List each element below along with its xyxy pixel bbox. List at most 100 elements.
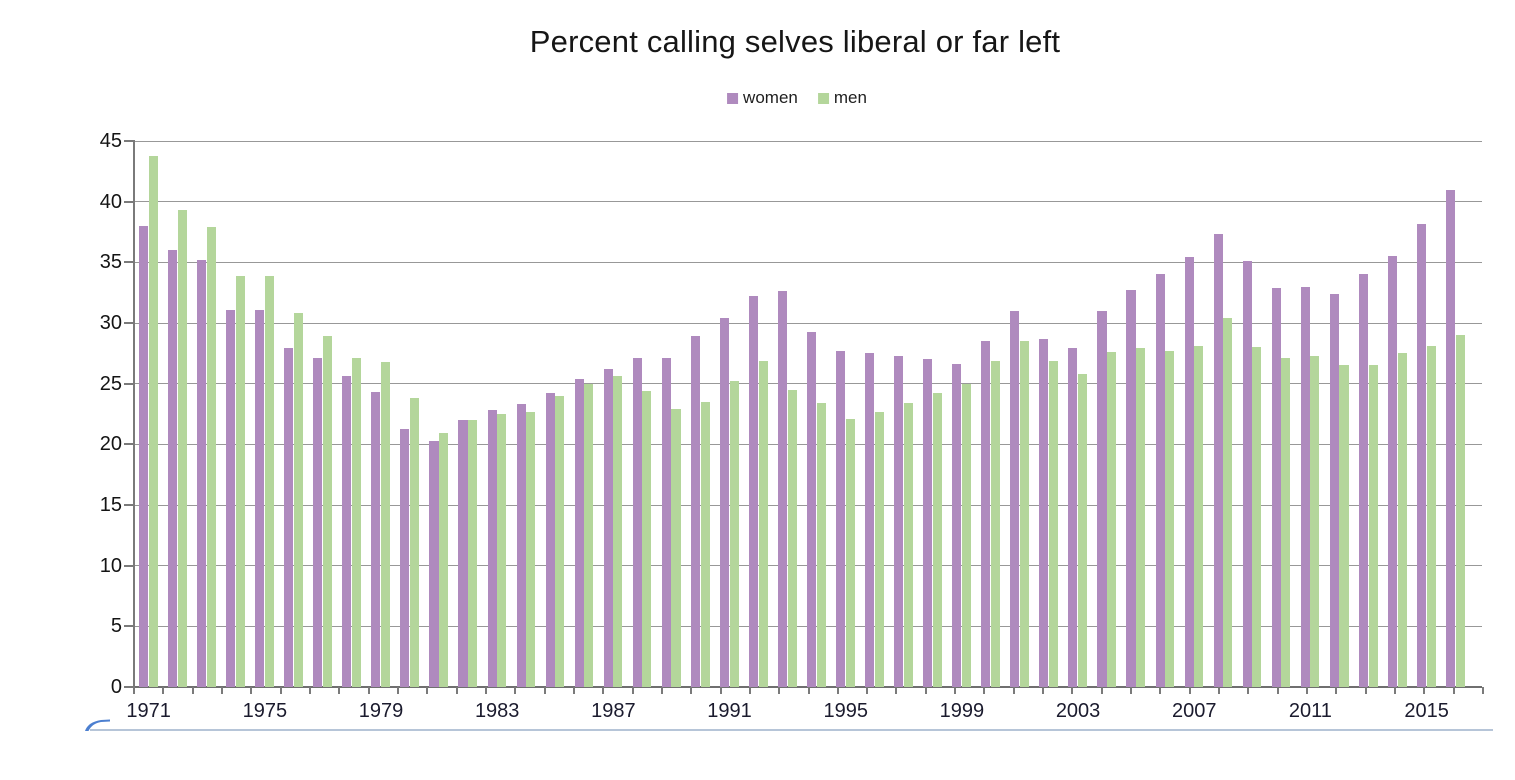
x-axis-tick (455, 687, 458, 694)
bar-women-1987 (603, 369, 613, 687)
bar-men-1999 (961, 383, 971, 687)
legend-swatch-men (817, 92, 829, 104)
x-axis-tick (1130, 687, 1133, 694)
y-axis-tick-label: 45 (99, 130, 122, 152)
bar-men-1976 (293, 313, 303, 687)
y-axis-tick (124, 625, 135, 628)
gridline-35 (133, 261, 1482, 263)
bar-women-1986 (574, 378, 584, 687)
bar-men-2010 (1281, 358, 1291, 687)
bar-women-1991 (719, 318, 729, 687)
x-axis-tick (308, 687, 311, 694)
x-axis-tick (1218, 687, 1221, 694)
bar-women-1984 (516, 404, 526, 687)
x-axis-tick (1306, 687, 1309, 694)
bar-men-1982 (468, 420, 478, 687)
bar-women-2006 (1155, 274, 1165, 687)
bar-women-2004 (1097, 310, 1107, 687)
y-axis-line (133, 141, 135, 688)
bar-women-1981 (429, 440, 439, 687)
gridline-30 (133, 322, 1482, 324)
bar-men-1987 (613, 376, 623, 687)
bar-women-2010 (1271, 287, 1281, 687)
x-axis-tick (1482, 687, 1484, 694)
x-axis-tick (1247, 687, 1250, 694)
bar-men-1981 (439, 433, 449, 687)
bar-men-1972 (177, 210, 187, 687)
x-axis-tick (1452, 687, 1455, 694)
x-axis-tick (426, 687, 429, 694)
y-axis-tick-label: 15 (99, 494, 122, 516)
legend-label-women: women (743, 88, 798, 107)
x-axis-tick (1012, 687, 1015, 694)
bar-women-2005 (1126, 290, 1136, 687)
bar-women-2015 (1416, 223, 1426, 687)
x-axis-tick-label: 1991 (707, 700, 752, 722)
y-axis-tick (124, 504, 135, 506)
bar-women-1999 (952, 364, 962, 687)
bar-men-2011 (1310, 355, 1320, 687)
bar-women-2011 (1300, 286, 1310, 687)
x-axis-tick (367, 687, 370, 694)
legend-label-men: men (833, 88, 867, 107)
x-axis-tick (602, 687, 605, 694)
bar-men-1984 (526, 411, 536, 687)
bar-women-2001 (1010, 310, 1020, 687)
bar-men-1971 (148, 155, 158, 687)
x-axis-tick (807, 687, 810, 694)
chart-title: Percent calling selves liberal or far le… (529, 24, 1061, 59)
bar-men-2005 (1136, 348, 1146, 687)
bar-women-1996 (865, 353, 875, 687)
y-axis-tick (124, 564, 135, 567)
bar-men-1985 (555, 395, 565, 687)
bar-women-1979 (371, 392, 381, 687)
bar-men-2006 (1165, 350, 1175, 687)
bar-men-1994 (816, 403, 826, 687)
bar-men-2016 (1455, 335, 1465, 687)
y-axis-tick-label: 20 (99, 433, 122, 456)
x-axis-tick-label: 2015 (1404, 700, 1449, 722)
bar-men-1990 (700, 401, 710, 687)
x-axis-tick-label: 1999 (939, 700, 985, 722)
bar-women-1975 (255, 309, 265, 687)
x-axis-tick (279, 687, 282, 694)
bar-men-2009 (1252, 347, 1262, 687)
x-axis-tick (1276, 687, 1279, 694)
bar-women-1973 (197, 259, 207, 687)
y-axis-tick-label: 10 (99, 554, 122, 577)
x-axis-tick (133, 687, 135, 694)
bar-men-2001 (1019, 341, 1030, 687)
bar-women-1972 (168, 250, 178, 687)
x-axis-tick (1188, 687, 1191, 694)
bar-women-1983 (487, 410, 497, 687)
bar-men-1977 (322, 336, 333, 687)
x-axis-tick (778, 687, 781, 694)
x-axis-tick-label: 2007 (1172, 700, 1217, 722)
x-axis-tick (631, 687, 634, 694)
x-axis-tick (1071, 687, 1074, 694)
legend-item-women: women (727, 88, 798, 108)
bar-women-2007 (1184, 257, 1194, 687)
x-axis-tick-label: 2003 (1055, 700, 1101, 722)
bar-men-2003 (1078, 373, 1088, 687)
bar-women-1998 (923, 359, 933, 687)
bar-men-2007 (1194, 346, 1204, 687)
x-axis-tick (338, 687, 341, 694)
bar-women-1976 (284, 348, 294, 687)
bar-women-1997 (894, 355, 904, 687)
x-axis-tick-label: 1979 (358, 700, 404, 722)
x-axis-tick (572, 687, 575, 694)
bar-women-1974 (226, 309, 236, 687)
rounded-corner-accent-icon (84, 718, 110, 737)
bar-women-1982 (458, 420, 468, 687)
bar-women-1992 (748, 296, 758, 687)
bar-women-2013 (1358, 274, 1368, 687)
bar-women-1988 (632, 358, 642, 687)
y-axis-tick (124, 382, 135, 385)
x-axis-tick (895, 687, 898, 694)
y-axis-tick (124, 443, 135, 446)
bar-men-1997 (903, 403, 913, 687)
bar-men-2013 (1368, 365, 1378, 687)
x-axis-tick (1364, 687, 1367, 694)
